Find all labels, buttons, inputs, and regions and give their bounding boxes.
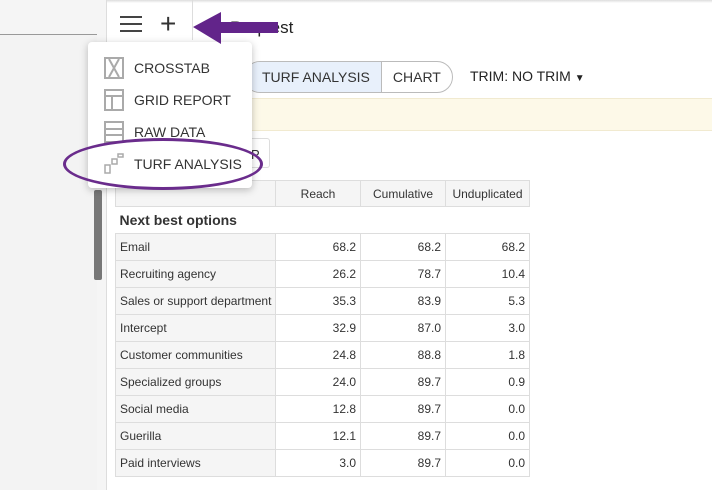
panel-body (0, 35, 97, 490)
cell-value: 78.7 (360, 260, 446, 288)
table-row: Social media 12.8 89.7 0.0 (115, 395, 530, 423)
hamburger-menu-icon[interactable] (120, 16, 142, 32)
grid-icon (104, 89, 124, 111)
table-row: Email 68.2 68.2 68.2 (115, 233, 530, 261)
cell-value: 32.9 (275, 314, 361, 342)
menu-item-grid-report[interactable]: GRID REPORT (104, 88, 231, 112)
row-label: Specialized groups (115, 368, 276, 396)
cell-value: 83.9 (360, 287, 446, 315)
top-edge (0, 0, 712, 3)
tab-chart[interactable]: CHART (392, 69, 441, 85)
cell-value: 24.8 (275, 341, 361, 369)
cell-value: 89.7 (360, 449, 446, 477)
cell-value: 0.0 (445, 449, 530, 477)
cell-value: 35.3 (275, 287, 361, 315)
table-row: Customer communities 24.8 88.8 1.8 (115, 341, 530, 369)
row-label: Email (115, 233, 276, 261)
cell-value: 12.8 (275, 395, 361, 423)
row-label: Sales or support department (115, 287, 276, 315)
menu-item-label: GRID REPORT (134, 92, 231, 108)
tab-turf-analysis[interactable]: TURF ANALYSIS (245, 62, 382, 92)
trim-label: TRIM: NO TRIM (470, 68, 571, 84)
cell-value: 3.0 (445, 314, 530, 342)
cell-value: 87.0 (360, 314, 446, 342)
table-row: Recruiting agency 26.2 78.7 10.4 (115, 260, 530, 288)
divider (0, 34, 97, 35)
view-toggle: TURF ANALYSIS CHART (244, 61, 453, 93)
column-header: Unduplicated (445, 180, 530, 207)
cell-value: 68.2 (445, 233, 530, 261)
cell-value: 88.8 (360, 341, 446, 369)
cell-value: 3.0 (275, 449, 361, 477)
column-header: Reach (275, 180, 361, 207)
cell-value: 24.0 (275, 368, 361, 396)
cell-value: 68.2 (360, 233, 446, 261)
cell-value: 12.1 (275, 422, 361, 450)
table-row: Intercept 32.9 87.0 3.0 (115, 314, 530, 342)
crosstab-icon (104, 57, 124, 79)
column-header: Cumulative (360, 180, 446, 207)
cell-value: 10.4 (445, 260, 530, 288)
row-label: Customer communities (115, 341, 276, 369)
row-label: Recruiting agency (115, 260, 276, 288)
cell-value: 0.0 (445, 395, 530, 423)
row-label: Paid interviews (115, 449, 276, 477)
cell-value: 89.7 (360, 368, 446, 396)
table-row: Specialized groups 24.0 89.7 0.9 (115, 368, 530, 396)
row-label: Social media (115, 395, 276, 423)
cell-value: 1.8 (445, 341, 530, 369)
menu-item-crosstab[interactable]: CROSSTAB (104, 56, 210, 80)
row-label: Intercept (115, 314, 276, 342)
row-label: Guerilla (115, 422, 276, 450)
scrollbar[interactable] (94, 190, 102, 280)
turf-table: Reach Cumulative Unduplicated Next best … (115, 180, 530, 477)
table-row: Sales or support department 35.3 83.9 5.3 (115, 287, 530, 315)
trim-dropdown[interactable]: TRIM: NO TRIM ▼ (470, 68, 585, 84)
table-row: Paid interviews 3.0 89.7 0.0 (115, 449, 530, 477)
cell-value: 68.2 (275, 233, 361, 261)
menu-item-label: CROSSTAB (134, 60, 210, 76)
annotation-ellipse (63, 138, 263, 190)
caret-down-icon: ▼ (574, 73, 585, 84)
cell-value: 5.3 (445, 287, 530, 315)
menu-item-label: RAW DATA (134, 124, 206, 140)
cell-value: 0.0 (445, 422, 530, 450)
divider (192, 0, 193, 40)
cell-value: 89.7 (360, 422, 446, 450)
add-button[interactable]: + (160, 8, 177, 39)
cell-value: 89.7 (360, 395, 446, 423)
cell-value: 0.9 (445, 368, 530, 396)
cell-value: 26.2 (275, 260, 361, 288)
table-row: Guerilla 12.1 89.7 0.0 (115, 422, 530, 450)
section-header: Next best options (115, 206, 530, 234)
annotation-arrow-icon (193, 12, 278, 44)
